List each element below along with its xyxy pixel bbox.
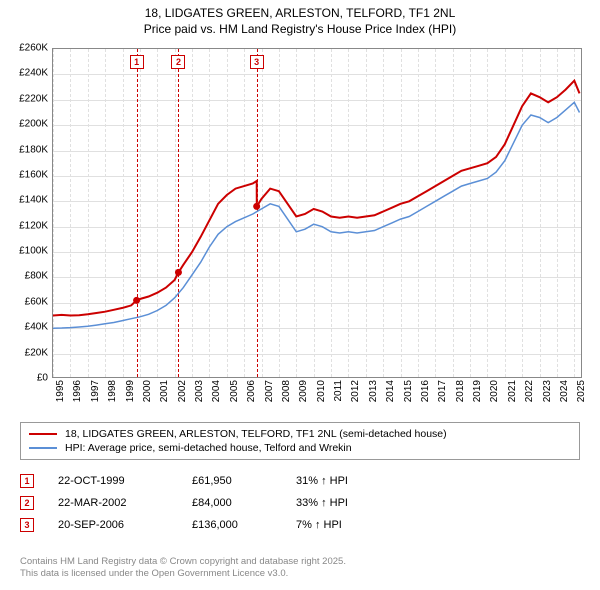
transaction-pct: 33% ↑ HPI	[296, 497, 416, 509]
ytick-label: £240K	[4, 68, 48, 79]
ytick-label: £40K	[4, 322, 48, 333]
marker-box: 1	[130, 55, 144, 69]
xtick-label: 2011	[333, 380, 344, 402]
xtick-label: 2019	[472, 380, 483, 402]
xtick-label: 2005	[229, 380, 240, 402]
transaction-row: 2 22-MAR-2002 £84,000 33% ↑ HPI	[20, 492, 580, 514]
xtick-label: 2008	[281, 380, 292, 402]
xtick-label: 2014	[385, 380, 396, 402]
xtick-label: 2004	[211, 380, 222, 402]
transaction-price: £136,000	[192, 519, 272, 531]
xtick-label: 2017	[437, 380, 448, 402]
transaction-date: 22-MAR-2002	[58, 497, 168, 509]
xtick-label: 2009	[298, 380, 309, 402]
ytick-label: £60K	[4, 296, 48, 307]
ytick-label: £100K	[4, 246, 48, 257]
legend: 18, LIDGATES GREEN, ARLESTON, TELFORD, T…	[20, 422, 580, 460]
xtick-label: 2007	[264, 380, 275, 402]
xtick-label: 2022	[524, 380, 535, 402]
xtick-label: 1995	[55, 380, 66, 402]
legend-label: HPI: Average price, semi-detached house,…	[65, 442, 352, 454]
xtick-label: 2010	[316, 380, 327, 402]
xtick-label: 2025	[576, 380, 587, 402]
title-line2: Price paid vs. HM Land Registry's House …	[10, 22, 590, 38]
ytick-label: £20K	[4, 347, 48, 358]
transaction-date: 22-OCT-1999	[58, 475, 168, 487]
xtick-label: 2021	[507, 380, 518, 402]
xtick-label: 2020	[489, 380, 500, 402]
xtick-label: 2013	[368, 380, 379, 402]
xtick-label: 2002	[177, 380, 188, 402]
ytick-label: £0	[4, 373, 48, 384]
series-hpi	[53, 102, 580, 328]
ytick-label: £120K	[4, 220, 48, 231]
transaction-pct: 7% ↑ HPI	[296, 519, 416, 531]
ytick-label: £200K	[4, 119, 48, 130]
ytick-label: £180K	[4, 144, 48, 155]
xtick-label: 2001	[159, 380, 170, 402]
xtick-label: 2024	[559, 380, 570, 402]
xtick-label: 1998	[107, 380, 118, 402]
transaction-marker: 2	[20, 496, 34, 510]
legend-item-price-paid: 18, LIDGATES GREEN, ARLESTON, TELFORD, T…	[29, 427, 571, 441]
attribution-line2: This data is licensed under the Open Gov…	[20, 568, 346, 580]
chart-container: 18, LIDGATES GREEN, ARLESTON, TELFORD, T…	[0, 0, 600, 590]
ytick-label: £160K	[4, 169, 48, 180]
title-line1: 18, LIDGATES GREEN, ARLESTON, TELFORD, T…	[10, 6, 590, 22]
xtick-label: 2012	[350, 380, 361, 402]
transaction-marker: 3	[20, 518, 34, 532]
xtick-label: 2016	[420, 380, 431, 402]
marker-dot	[133, 297, 140, 304]
xtick-label: 1996	[72, 380, 83, 402]
marker-box: 3	[250, 55, 264, 69]
chart-title: 18, LIDGATES GREEN, ARLESTON, TELFORD, T…	[0, 0, 600, 41]
legend-swatch	[29, 433, 57, 435]
transaction-table: 1 22-OCT-1999 £61,950 31% ↑ HPI 2 22-MAR-2002…	[20, 470, 580, 536]
line-plot	[53, 49, 581, 377]
ytick-label: £80K	[4, 271, 48, 282]
transaction-pct: 31% ↑ HPI	[296, 475, 416, 487]
transaction-price: £61,950	[192, 475, 272, 487]
marker-box: 2	[171, 55, 185, 69]
ytick-label: £220K	[4, 93, 48, 104]
xtick-label: 2015	[403, 380, 414, 402]
xtick-label: 1999	[125, 380, 136, 402]
xtick-label: 2018	[455, 380, 466, 402]
transaction-marker: 1	[20, 474, 34, 488]
transaction-price: £84,000	[192, 497, 272, 509]
marker-dot	[175, 269, 182, 276]
legend-swatch	[29, 447, 57, 449]
xtick-label: 1997	[90, 380, 101, 402]
attribution: Contains HM Land Registry data © Crown c…	[20, 556, 346, 581]
xtick-label: 2023	[542, 380, 553, 402]
marker-dot	[253, 203, 260, 210]
legend-item-hpi: HPI: Average price, semi-detached house,…	[29, 441, 571, 455]
transaction-row: 1 22-OCT-1999 £61,950 31% ↑ HPI	[20, 470, 580, 492]
series-price_paid	[53, 81, 580, 316]
xtick-label: 2003	[194, 380, 205, 402]
xtick-label: 2006	[246, 380, 257, 402]
ytick-label: £260K	[4, 43, 48, 54]
xtick-label: 2000	[142, 380, 153, 402]
transaction-row: 3 20-SEP-2006 £136,000 7% ↑ HPI	[20, 514, 580, 536]
transaction-date: 20-SEP-2006	[58, 519, 168, 531]
legend-label: 18, LIDGATES GREEN, ARLESTON, TELFORD, T…	[65, 428, 447, 440]
attribution-line1: Contains HM Land Registry data © Crown c…	[20, 556, 346, 568]
ytick-label: £140K	[4, 195, 48, 206]
plot-area: 1 2 3	[52, 48, 582, 378]
